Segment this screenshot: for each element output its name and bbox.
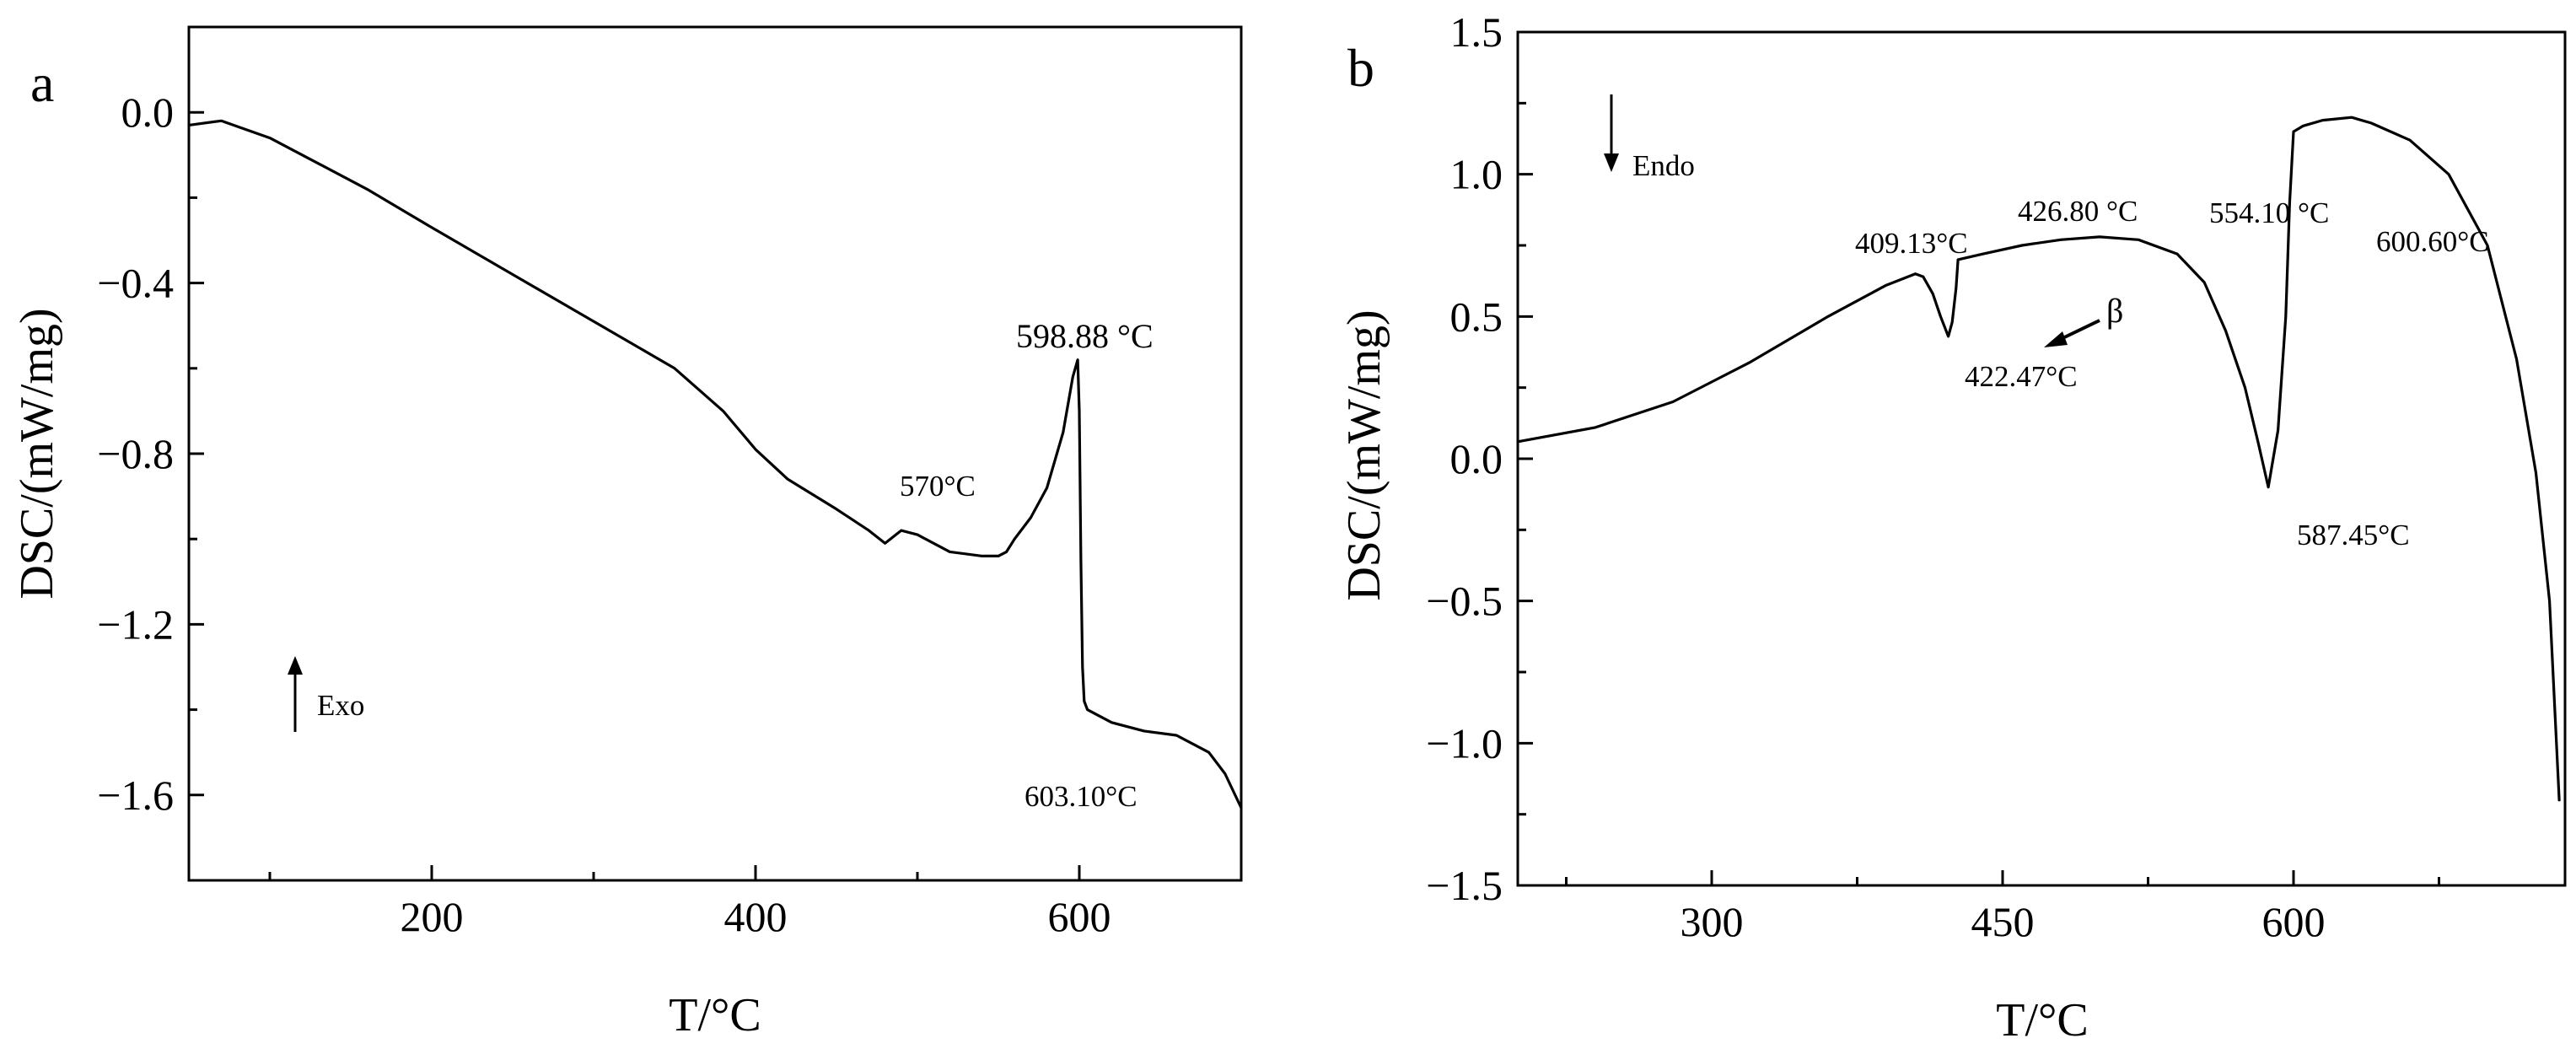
panel-a-x-ticks: 200 400 600 <box>268 865 1243 940</box>
panel-a-label: a <box>30 53 54 113</box>
panel-b-y-ticks: 1.5 1.0 0.5 0.0 −0.5 −1.0 −1.5 <box>1426 8 1533 909</box>
y-tick-label: −1.5 <box>1426 862 1503 909</box>
panel-a-dsc-curve <box>187 119 1243 810</box>
x-tick-label-200: 200 <box>401 893 464 940</box>
endo-label: Endo <box>1632 149 1695 182</box>
annot-598-88: 598.88 °C <box>1016 317 1154 355</box>
panel-b-x-label: T/°C <box>1996 994 2089 1046</box>
y-tick-label: 0.0 <box>121 89 175 136</box>
panel-b-x-ticks: 300 450 600 <box>1565 870 2440 945</box>
y-tick-label: −0.4 <box>97 260 174 307</box>
annot-422-47: 422.47°C <box>1965 360 2078 393</box>
annot-570: 570°C <box>900 470 976 503</box>
y-tick-label: −0.8 <box>97 430 174 477</box>
annot-409-13: 409.13°C <box>1855 227 1968 260</box>
y-tick-label: −1.0 <box>1426 719 1503 767</box>
endo-arrow-icon <box>1604 94 1619 172</box>
y-tick-label: 0.5 <box>1450 293 1503 340</box>
y-tick-label: −1.2 <box>97 600 174 648</box>
y-tick-label: 1.0 <box>1450 151 1503 198</box>
y-tick-label: 1.5 <box>1450 8 1503 56</box>
x-tick-label-300: 300 <box>1681 898 1744 945</box>
x-tick-label-400: 400 <box>724 893 788 940</box>
y-tick-label: −0.5 <box>1426 578 1503 625</box>
x-tick-label-450: 450 <box>1971 898 2035 945</box>
y-tick-label: −1.6 <box>97 772 174 819</box>
beta-arrow-icon <box>2044 319 2100 347</box>
panel-a-y-label: DSC/(mW/mg) <box>11 308 63 599</box>
panel-a-x-label: T/°C <box>669 989 761 1041</box>
exo-arrow-icon <box>288 656 303 732</box>
annot-587-45: 587.45°C <box>2297 519 2410 551</box>
beta-label: β <box>2106 292 2123 330</box>
exo-label: Exo <box>317 689 364 722</box>
annot-554-10: 554.10 °C <box>2209 196 2329 229</box>
panel-b-dsc-curve <box>1516 116 2561 802</box>
panel-b-y-label: DSC/(mW/mg) <box>1338 309 1390 600</box>
annot-603-10: 603.10°C <box>1024 780 1137 813</box>
panel-b-label: b <box>1347 38 1374 98</box>
panel-b: b 300 450 600 1.5 1.0 0.5 0.0 −0.5 −1.0 −1.5 409… <box>1338 8 2567 1046</box>
x-tick-label-600: 600 <box>1048 893 1111 940</box>
x-tick-label-600: 600 <box>2262 898 2326 945</box>
panel-a-y-ticks: 0.0 −0.4 −0.8 −1.2 −1.6 <box>97 25 204 882</box>
panel-a-frame <box>187 25 1243 882</box>
annot-426-80: 426.80 °C <box>2018 195 2138 228</box>
panel-a: a 200 400 600 0.0 −0.4 −0.8 −1.2 −1.6 598.88 °… <box>11 25 1243 1041</box>
annot-600-60: 600.60°C <box>2376 225 2489 258</box>
y-tick-label: 0.0 <box>1450 435 1503 482</box>
